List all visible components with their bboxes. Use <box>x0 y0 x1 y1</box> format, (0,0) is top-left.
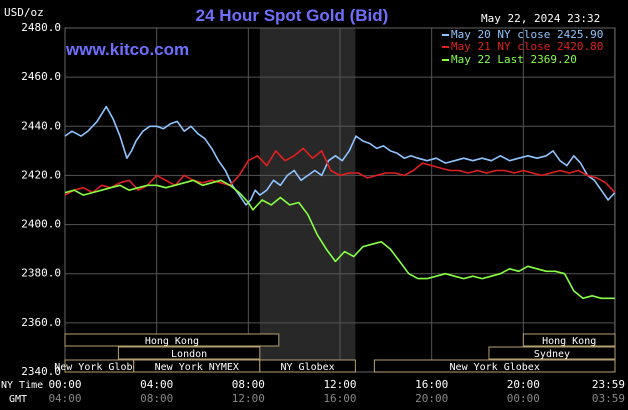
chart-title: 24 Hour Spot Gold (Bid) <box>196 6 389 25</box>
gmt-tick-label: 00:00 <box>507 392 540 405</box>
ny-time-tick-label: 23:59 <box>592 378 625 391</box>
y-tick-label: 2340.0 <box>21 365 61 378</box>
series-line <box>64 147 616 196</box>
gmt-tick-label: 16:00 <box>323 392 356 405</box>
session-bar <box>64 333 280 347</box>
kitco-watermark: www.kitco.com <box>65 40 189 59</box>
ny-time-axis-label: NY Time <box>1 380 43 391</box>
session-label: New York NYMEX <box>155 362 239 373</box>
y-axis-unit-label: USD/oz <box>4 6 44 19</box>
gmt-tick-label: 03:59 <box>592 392 625 405</box>
ny-time-tick-label: 20:00 <box>507 378 540 391</box>
session-label: Sydney <box>534 349 570 360</box>
y-tick-label: 2460.0 <box>21 70 61 83</box>
ny-time-tick-label: 16:00 <box>415 378 448 391</box>
gmt-tick-label: 04:00 <box>48 392 81 405</box>
ny-time-tick-label: 00:00 <box>48 378 81 391</box>
gmt-tick-label: 08:00 <box>140 392 173 405</box>
y-tick-label: 2480.0 <box>21 21 61 34</box>
y-tick-label: 2360.0 <box>21 316 61 329</box>
legend: May 20 NY close 2425.90 May 21 NY close … <box>442 28 603 66</box>
ny-time-tick-label: 04:00 <box>140 378 173 391</box>
ny-time-tick-label: 08:00 <box>232 378 265 391</box>
session-bar <box>373 359 616 373</box>
shaded-session-band <box>259 28 356 372</box>
legend-entry: May 22 Last 2369.20 <box>451 53 577 66</box>
session-label: New York Globex <box>450 362 540 373</box>
legend-entry: May 20 NY close 2425.90 <box>451 28 603 41</box>
session-label: New York Globex <box>54 362 144 373</box>
session-bar <box>259 359 356 373</box>
y-tick-label: 2420.0 <box>21 168 61 181</box>
gmt-tick-label: 12:00 <box>232 392 265 405</box>
y-tick-label: 2440.0 <box>21 119 61 132</box>
session-label: Hong Kong <box>145 336 199 347</box>
session-bar <box>117 346 261 360</box>
y-tick-label: 2380.0 <box>21 267 61 280</box>
session-bar <box>488 346 616 360</box>
series-line <box>64 179 615 300</box>
series-line <box>64 105 616 206</box>
session-label: NY Globex <box>280 362 334 373</box>
ny-time-tick-label: 12:00 <box>323 378 356 391</box>
chart-datetime: May 22, 2024 23:32 <box>481 12 600 25</box>
gmt-axis-label: GMT <box>9 394 27 405</box>
session-bar <box>522 333 616 347</box>
session-label: London <box>171 349 207 360</box>
gmt-tick-label: 20:00 <box>415 392 448 405</box>
legend-entry: May 21 NY close 2420.80 <box>451 40 603 53</box>
y-tick-label: 2400.0 <box>21 218 61 231</box>
session-label: Hong Kong <box>542 336 596 347</box>
